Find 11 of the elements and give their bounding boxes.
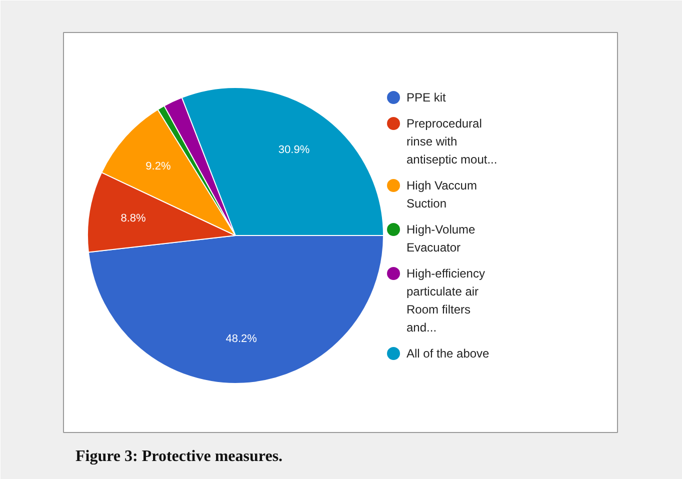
legend-label: Preprocedural rinse with antiseptic mout... (406, 116, 498, 166)
data-label: 9.2% (146, 160, 171, 172)
caption: Figure 3: Protective measures. (76, 448, 283, 465)
legend-label: High-efficiency particulate air Room filters and... (406, 266, 485, 334)
data-label: 48.2% (226, 332, 258, 345)
legend-label: High Vaccum Suction (406, 178, 477, 210)
data-label: 30.9% (278, 144, 310, 156)
legend-label: PPE kit (406, 90, 447, 104)
data-label: 8.8% (120, 212, 146, 225)
legend-label: High-Volume Evacuator (406, 222, 476, 254)
legend-label: All of the above (406, 346, 490, 360)
